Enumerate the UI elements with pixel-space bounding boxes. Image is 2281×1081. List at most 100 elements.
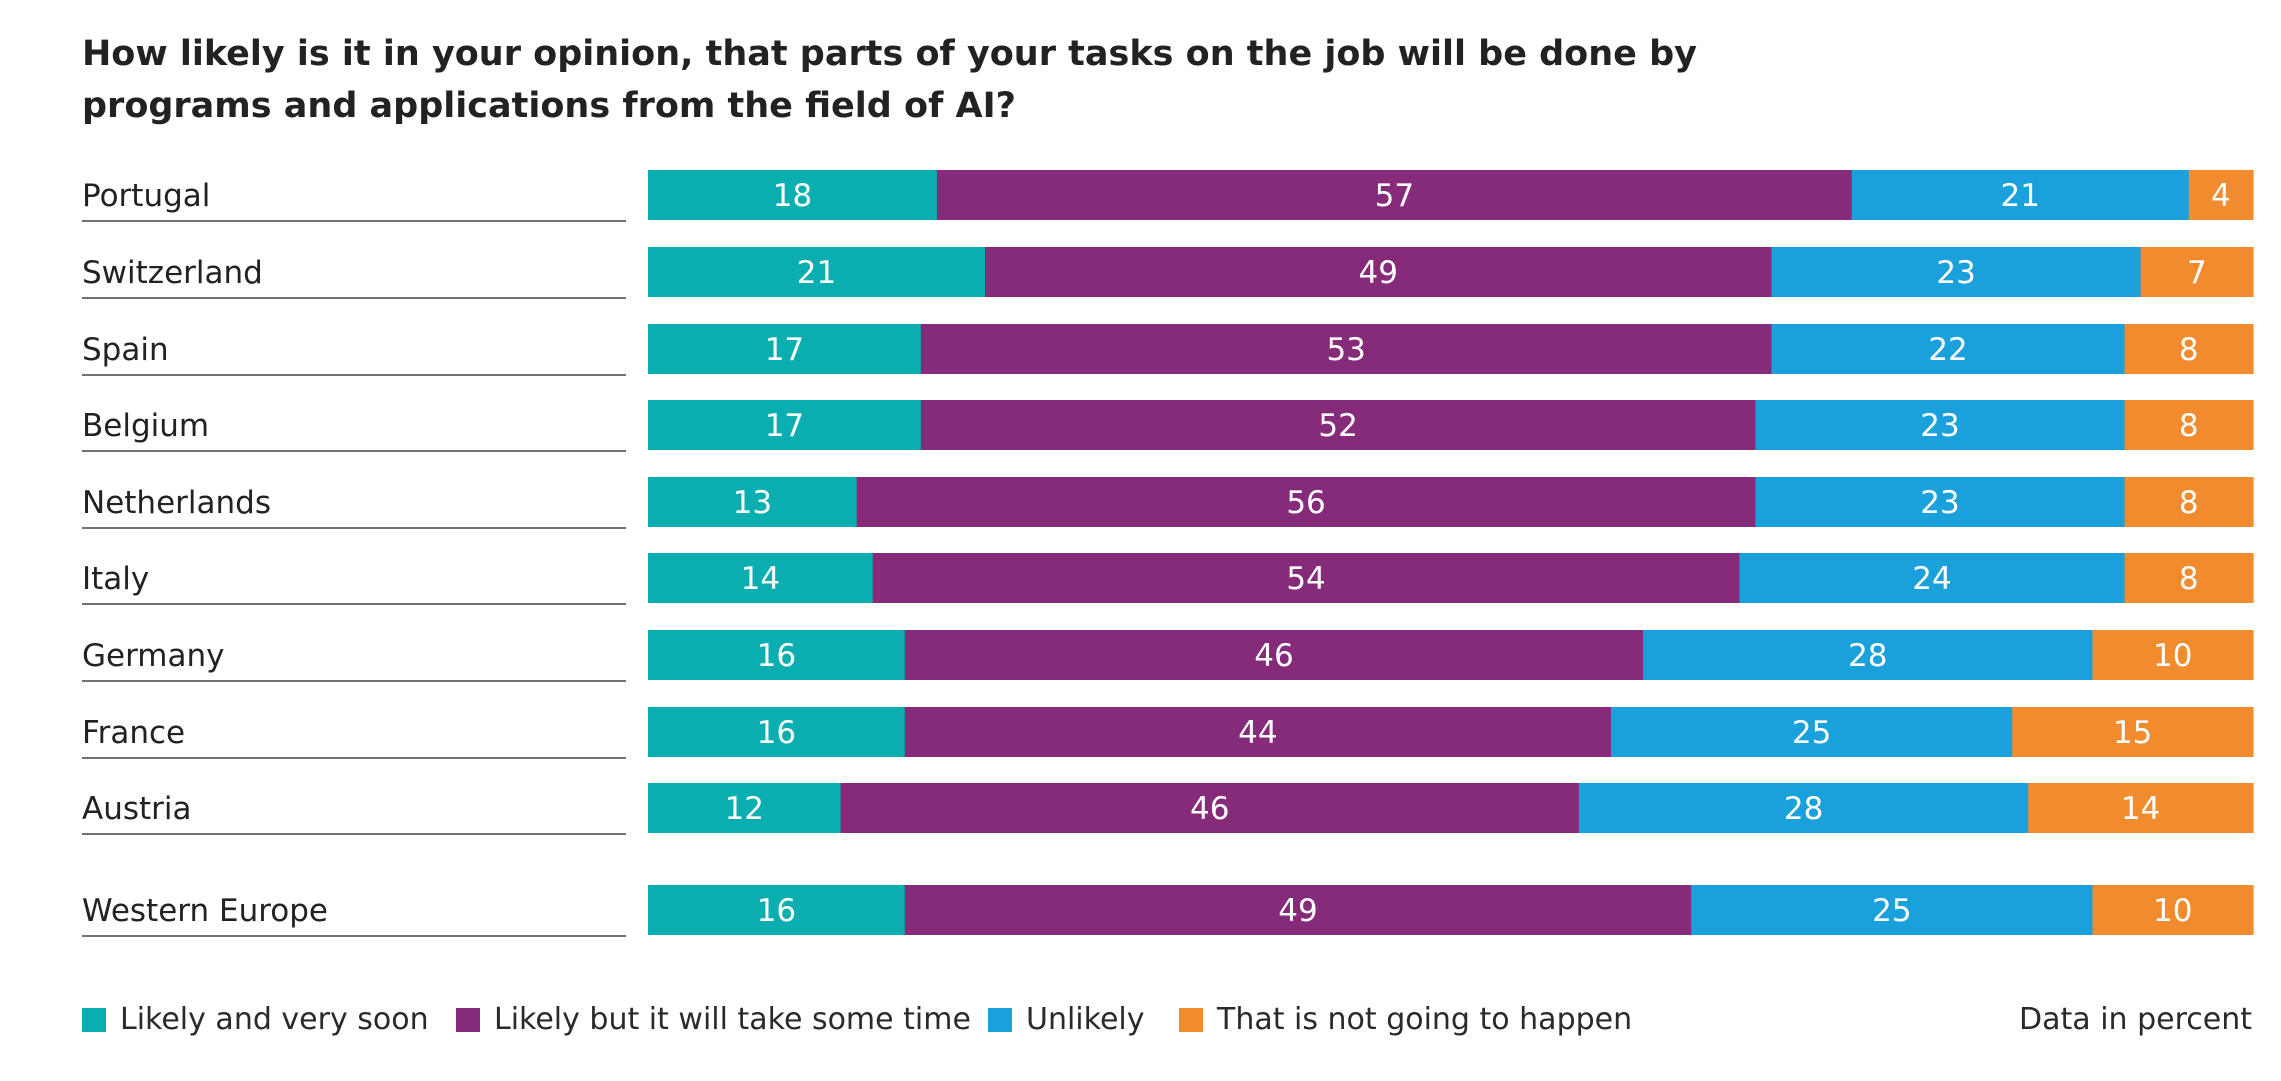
bar-germany-likely-and-very-soon (648, 630, 906, 680)
bar-portugal-likely-but-it-will-take-some-time (936, 170, 1853, 220)
legend: Likely and very soon Likely but it will … (82, 1002, 2252, 1052)
bar-germany-that-is-not-going-to-happen (2092, 630, 2254, 680)
data-label: 18 (773, 178, 812, 214)
bar-spain-that-is-not-going-to-happen (2124, 324, 2254, 374)
category-label-netherlands: Netherlands (82, 485, 271, 521)
legend-swatch-teal (82, 1007, 106, 1032)
data-label: 21 (797, 255, 836, 291)
category-label-spain: Spain (82, 332, 169, 368)
data-label: 21 (2001, 178, 2040, 214)
data-label: 8 (2179, 332, 2199, 368)
bar-western-europe-likely-but-it-will-take-some-time (904, 885, 1692, 935)
bar-austria-likely-but-it-will-take-some-time (840, 783, 1580, 833)
category-label-western-europe: Western Europe (82, 893, 328, 929)
bar-belgium-unlikely (1755, 400, 2126, 450)
legend-item-likely-very-soon: Likely and very soon (82, 1002, 429, 1037)
bar-spain-likely-and-very-soon (648, 324, 922, 374)
data-label: 28 (1848, 638, 1887, 674)
data-label: 14 (741, 561, 780, 597)
bar-austria-likely-and-very-soon (648, 783, 842, 833)
bar-portugal-likely-and-very-soon (648, 170, 938, 220)
bar-germany-likely-but-it-will-take-some-time (904, 630, 1644, 680)
bar-western-europe-unlikely (1691, 885, 2094, 935)
data-label: 44 (1238, 715, 1277, 751)
data-label: 10 (2153, 638, 2192, 674)
legend-swatch-orange (1179, 1007, 1203, 1032)
data-label: 25 (1792, 715, 1831, 751)
bar-belgium-that-is-not-going-to-happen (2124, 400, 2254, 450)
bar-switzerland-unlikely (1771, 247, 2142, 297)
data-label: 52 (1318, 408, 1357, 444)
legend-item-unlikely: Unlikely (988, 1002, 1145, 1037)
data-label: 17 (765, 408, 804, 444)
legend-label: Likely but it will take some time (494, 1002, 971, 1037)
data-label: 8 (2179, 561, 2199, 597)
data-label: 56 (1286, 485, 1325, 521)
data-label: 53 (1326, 332, 1365, 368)
bar-france-likely-and-very-soon (648, 707, 906, 757)
data-label: 22 (1928, 332, 1967, 368)
bar-italy-likely-and-very-soon (648, 553, 874, 603)
category-label-portugal: Portugal (82, 178, 210, 214)
data-label: 49 (1359, 255, 1398, 291)
bar-austria-that-is-not-going-to-happen (2028, 783, 2254, 833)
bar-italy-unlikely (1739, 553, 2126, 603)
bar-netherlands-likely-and-very-soon (648, 477, 858, 527)
data-label: 8 (2179, 485, 2199, 521)
legend-label: Likely and very soon (120, 1002, 429, 1037)
bar-germany-unlikely (1643, 630, 2094, 680)
data-unit-note: Data in percent (2019, 1002, 2252, 1037)
bar-italy-that-is-not-going-to-happen (2124, 553, 2254, 603)
category-label-france: France (82, 715, 185, 751)
bar-france-that-is-not-going-to-happen (2012, 707, 2254, 757)
bar-spain-unlikely (1771, 324, 2126, 374)
bar-portugal-unlikely (1851, 170, 2190, 220)
bar-france-unlikely (1611, 707, 2013, 757)
legend-item-likely-some-time: Likely but it will take some time (456, 1002, 971, 1037)
data-label: 23 (1920, 408, 1959, 444)
data-label: 49 (1278, 893, 1317, 929)
data-label: 12 (725, 791, 764, 827)
data-label: 16 (757, 893, 796, 929)
bars: 18 57 21 4 21 49 23 7 17 53 22 8 17 52 23 8 13 56 23 8 14 54 2… (648, 170, 2254, 935)
chart-title: How likely is it in your opinion, that p… (82, 34, 1697, 126)
category-label-italy: Italy (82, 561, 149, 597)
data-label: 8 (2179, 408, 2199, 444)
bar-france-likely-but-it-will-take-some-time (904, 707, 1612, 757)
data-label: 13 (733, 485, 772, 521)
bar-portugal-that-is-not-going-to-happen (2188, 170, 2254, 220)
data-label: 46 (1254, 638, 1293, 674)
data-label: 14 (2121, 791, 2160, 827)
category-label-switzerland: Switzerland (82, 255, 263, 291)
legend-label: Unlikely (1026, 1002, 1145, 1037)
data-label: 23 (1936, 255, 1975, 291)
bar-western-europe-likely-and-very-soon (648, 885, 906, 935)
legend-swatch-blue (988, 1007, 1012, 1032)
data-label: 57 (1375, 178, 1414, 214)
data-label: 24 (1912, 561, 1951, 597)
bar-switzerland-that-is-not-going-to-happen (2140, 247, 2254, 297)
bar-western-europe-that-is-not-going-to-happen (2092, 885, 2254, 935)
bar-belgium-likely-and-very-soon (648, 400, 922, 450)
bar-switzerland-likely-and-very-soon (648, 247, 986, 297)
category-label-austria: Austria (82, 791, 192, 827)
data-label: 16 (757, 638, 796, 674)
data-label: 54 (1286, 561, 1325, 597)
data-label: 4 (2211, 178, 2231, 214)
data-label: 15 (2113, 715, 2152, 751)
data-label: 46 (1190, 791, 1229, 827)
legend-item-not-going-to-happen: That is not going to happen (1179, 1002, 1632, 1037)
bar-belgium-likely-but-it-will-take-some-time (920, 400, 1757, 450)
category-label-belgium: Belgium (82, 408, 209, 444)
legend-label: That is not going to happen (1217, 1002, 1633, 1037)
bar-italy-likely-but-it-will-take-some-time (872, 553, 1740, 603)
bar-netherlands-that-is-not-going-to-happen (2124, 477, 2254, 527)
bar-austria-unlikely (1578, 783, 2029, 833)
bar-spain-likely-but-it-will-take-some-time (920, 324, 1773, 374)
data-label: 25 (1872, 893, 1911, 929)
data-label: 16 (757, 715, 796, 751)
category-labels: Portugal Switzerland Spain Belgium Netherlan… (82, 178, 626, 937)
category-label-germany: Germany (82, 638, 224, 674)
data-label: 10 (2153, 893, 2192, 929)
bar-netherlands-unlikely (1755, 477, 2126, 527)
